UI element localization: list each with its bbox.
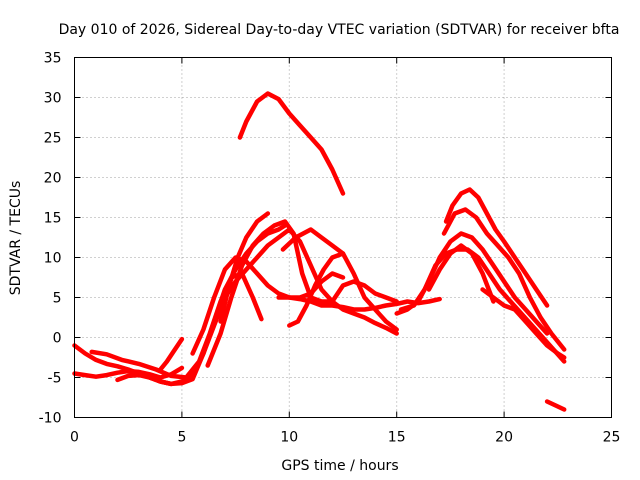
series-arc18: [441, 207, 567, 352]
x-tick-label: 20: [495, 430, 513, 446]
chart-title: Day 010 of 2026, Sidereal Day-to-day VTE…: [59, 22, 620, 38]
axis-ticks: 0 5 10 15 20 25 -10 -5 0 5 10 15 20 25 30 35: [39, 51, 621, 446]
plot-series: [72, 91, 567, 412]
series-arc7: [190, 255, 346, 356]
series-arc16: [426, 243, 496, 304]
series-arc20: [544, 399, 567, 412]
grid: [74, 57, 612, 418]
series-arc6: [158, 336, 185, 372]
y-tick-label: 20: [44, 171, 62, 187]
series-arc8: [205, 219, 399, 368]
x-axis-label: GPS time / hours: [281, 458, 398, 474]
y-tick-label: 0: [53, 331, 62, 347]
series-arc15: [398, 247, 567, 364]
x-tick-label: 5: [177, 430, 186, 446]
y-axis-label: SDTVAR / TECUs: [8, 181, 24, 296]
x-tick-label: 10: [280, 430, 298, 446]
series-arc2: [72, 365, 185, 380]
series-arc13: [237, 91, 346, 196]
series-arc10: [276, 295, 442, 312]
series-arc17: [443, 187, 550, 308]
y-tick-label: 5: [53, 291, 62, 307]
x-tick-label: 15: [388, 430, 406, 446]
series-arc12: [287, 251, 346, 328]
y-tick-label: -10: [39, 411, 62, 427]
series-arc9: [218, 211, 271, 324]
series-arc19: [480, 287, 567, 360]
x-tick-label: 0: [70, 430, 79, 446]
y-tick-label: -5: [48, 371, 62, 387]
series-arc5: [147, 223, 288, 387]
y-tick-label: 10: [44, 251, 62, 267]
y-tick-label: 35: [44, 51, 62, 67]
y-tick-label: 15: [44, 211, 62, 227]
plot-frame: [74, 57, 612, 418]
x-tick-label: 25: [603, 430, 621, 446]
y-tick-label: 25: [44, 131, 62, 147]
y-tick-label: 30: [44, 91, 62, 107]
